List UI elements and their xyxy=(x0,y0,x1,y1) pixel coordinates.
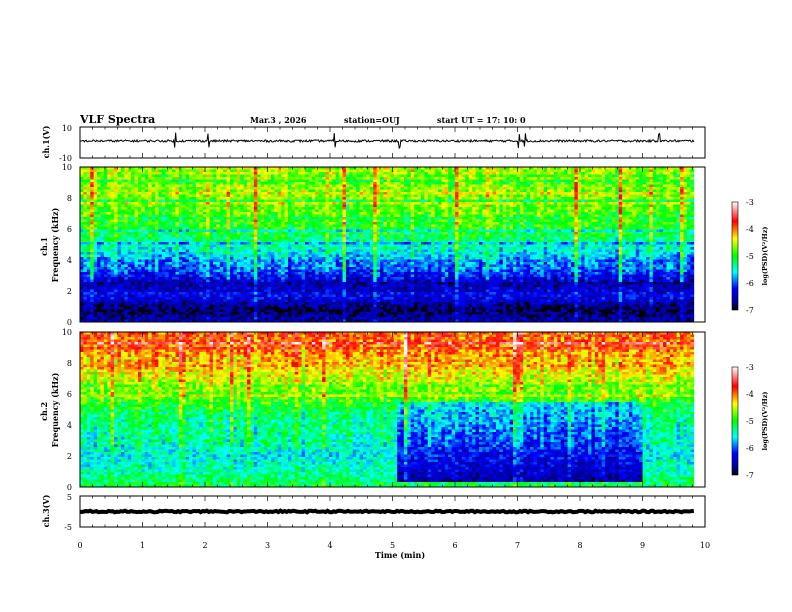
ch2-freq-tick-4: 4 xyxy=(67,421,72,430)
cb2-tick-m4: -4 xyxy=(746,390,754,399)
ch3-waveform-ylabel: ch.3(V) xyxy=(41,494,51,527)
ch2-spectrogram-ylabel-frequency: Frequency (kHz) xyxy=(50,372,60,447)
ch1-spectrogram-ylabel-channel: ch.1 xyxy=(39,237,49,256)
cb2-tick-m6: -6 xyxy=(746,444,754,453)
ch1-waveform-ylabel: ch.1(V) xyxy=(41,125,51,158)
cb1-tick-m4: -4 xyxy=(746,225,754,234)
time-axis-label: Time (min) xyxy=(375,550,425,560)
cb1-tick-m5: -5 xyxy=(746,252,754,261)
ch3-ytick-top: 5 xyxy=(67,493,72,502)
ch1-colorbar: -3 -4 -5 -6 -7 log(PSD)(V²/Hz) xyxy=(731,198,769,315)
ch2-spectrogram-ylabel-channel: ch.2 xyxy=(39,402,49,421)
ch2-spectrogram-image xyxy=(80,332,695,488)
time-tick-labels: 0 1 2 3 4 5 6 7 8 9 10 xyxy=(77,541,710,550)
ch1-colorbar-label: log(PSD)(V²/Hz) xyxy=(761,227,769,286)
ch3-waveform-panel: 5 -5 ch.3(V) 0 1 2 3 4 5 6 7 8 9 10 Time (min) xyxy=(41,493,710,560)
time-tick-2: 2 xyxy=(202,541,207,550)
figure-title: VLF Spectra xyxy=(79,113,155,126)
time-tick-9: 9 xyxy=(640,541,645,550)
ch1-waveform-trace xyxy=(79,132,695,150)
ch1-ytick-bottom: -10 xyxy=(59,154,72,163)
cb1-tick-m6: -6 xyxy=(746,279,754,288)
time-tick-3: 3 xyxy=(265,541,270,550)
ch1-spectrogram-panel: 0 2 4 6 8 10 ch.1 Frequency (kHz) xyxy=(39,163,706,327)
ch2-spectrogram-panel: 0 2 4 6 8 10 ch.2 Frequency (kHz) xyxy=(39,328,706,492)
cb1-tick-m3: -3 xyxy=(746,198,754,207)
ch1-ytick-top: 10 xyxy=(62,124,72,133)
ch3-ytick-bottom: -5 xyxy=(64,523,72,532)
time-tick-5: 5 xyxy=(390,541,395,550)
cb2-tick-m7: -7 xyxy=(746,471,754,480)
ch1-spectrogram-ylabel: ch.1 Frequency (kHz) xyxy=(39,207,60,282)
ch1-freq-tick-2: 2 xyxy=(67,287,72,296)
ch1-freq-tick-4: 4 xyxy=(67,256,72,265)
ch1-colorbar-gradient xyxy=(731,201,739,311)
ch1-freq-tick-0: 0 xyxy=(67,318,72,327)
start-ut-label: start UT = 17: 10: 0 xyxy=(437,115,526,125)
time-tick-4: 4 xyxy=(327,541,332,550)
ch2-freq-tick-8: 8 xyxy=(67,359,72,368)
time-tick-0: 0 xyxy=(77,541,82,550)
ch2-colorbar-label: log(PSD)(V²/Hz) xyxy=(761,392,769,451)
date-label: Mar.3 , 2026 xyxy=(250,115,307,125)
ch1-spectrogram-ticks xyxy=(79,167,706,322)
station-label: station=OUJ xyxy=(344,115,400,125)
ch1-freq-tick-6: 6 xyxy=(67,225,72,234)
ch2-freq-tick-2: 2 xyxy=(67,452,72,461)
ch2-colorbar: -3 -4 -5 -6 -7 log(PSD)(V²/Hz) xyxy=(731,363,769,480)
ch1-freq-tick-8: 8 xyxy=(67,194,72,203)
ch2-colorbar-gradient xyxy=(731,366,739,476)
ch1-waveform-panel: 10 -10 ch.1(V) xyxy=(41,124,706,163)
ch1-freq-tick-10: 10 xyxy=(62,163,72,172)
ch2-freq-tick-0: 0 xyxy=(67,483,72,492)
cb2-tick-m3: -3 xyxy=(746,363,754,372)
ch2-freq-tick-10: 10 xyxy=(62,328,72,337)
time-tick-10: 10 xyxy=(700,541,710,550)
ch1-waveform-ticks xyxy=(79,127,706,158)
ch2-spectrogram-ylabel: ch.2 Frequency (kHz) xyxy=(39,372,60,447)
ch1-spectrogram-image xyxy=(80,167,695,323)
ch1-spectrogram-ylabel-frequency: Frequency (kHz) xyxy=(50,207,60,282)
time-tick-7: 7 xyxy=(515,541,520,550)
cb1-tick-m7: -7 xyxy=(746,306,754,315)
time-tick-6: 6 xyxy=(452,541,457,550)
ch2-freq-tick-6: 6 xyxy=(67,390,72,399)
ch3-waveform-trace xyxy=(79,508,694,515)
time-tick-1: 1 xyxy=(140,541,145,550)
ch2-spectrogram-ticks xyxy=(79,332,706,487)
ch3-waveform-ticks xyxy=(79,496,706,527)
cb2-tick-m5: -5 xyxy=(746,417,754,426)
time-tick-8: 8 xyxy=(577,541,582,550)
